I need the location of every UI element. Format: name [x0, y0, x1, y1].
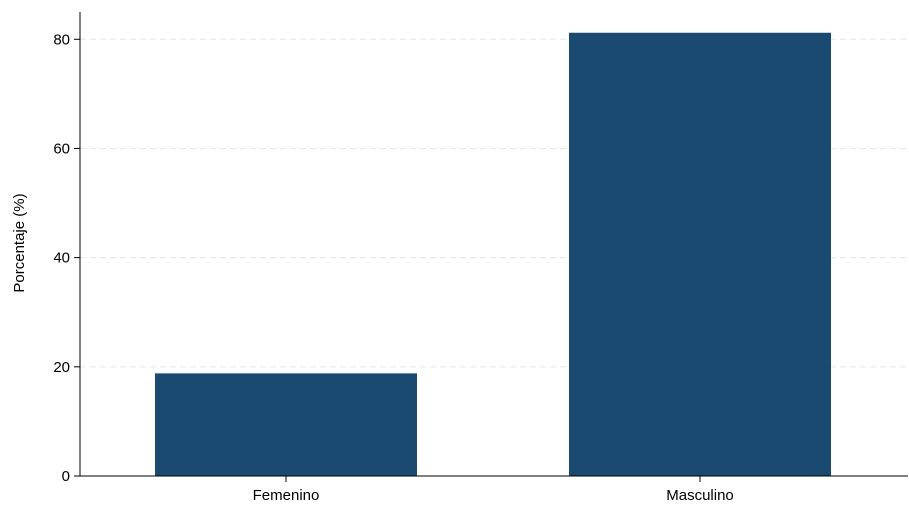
bar-masculino: [569, 32, 831, 476]
x-tick-label-masculino: Masculino: [666, 487, 734, 504]
y-tick-label: 20: [53, 359, 70, 376]
y-axis-label: Porcentaje (%): [11, 193, 28, 292]
y-tick-label: 0: [62, 468, 70, 485]
x-tick-labels: Femenino Masculino: [253, 476, 734, 504]
y-tick-label: 80: [53, 31, 70, 48]
y-tick-label: 60: [53, 140, 70, 157]
y-tick-labels: 0 20 40 60 80: [53, 31, 80, 485]
bars: [155, 32, 831, 476]
bar-femenino: [155, 373, 417, 476]
x-tick-label-femenino: Femenino: [253, 487, 320, 504]
y-tick-label: 40: [53, 250, 70, 267]
axes: [79, 12, 908, 477]
